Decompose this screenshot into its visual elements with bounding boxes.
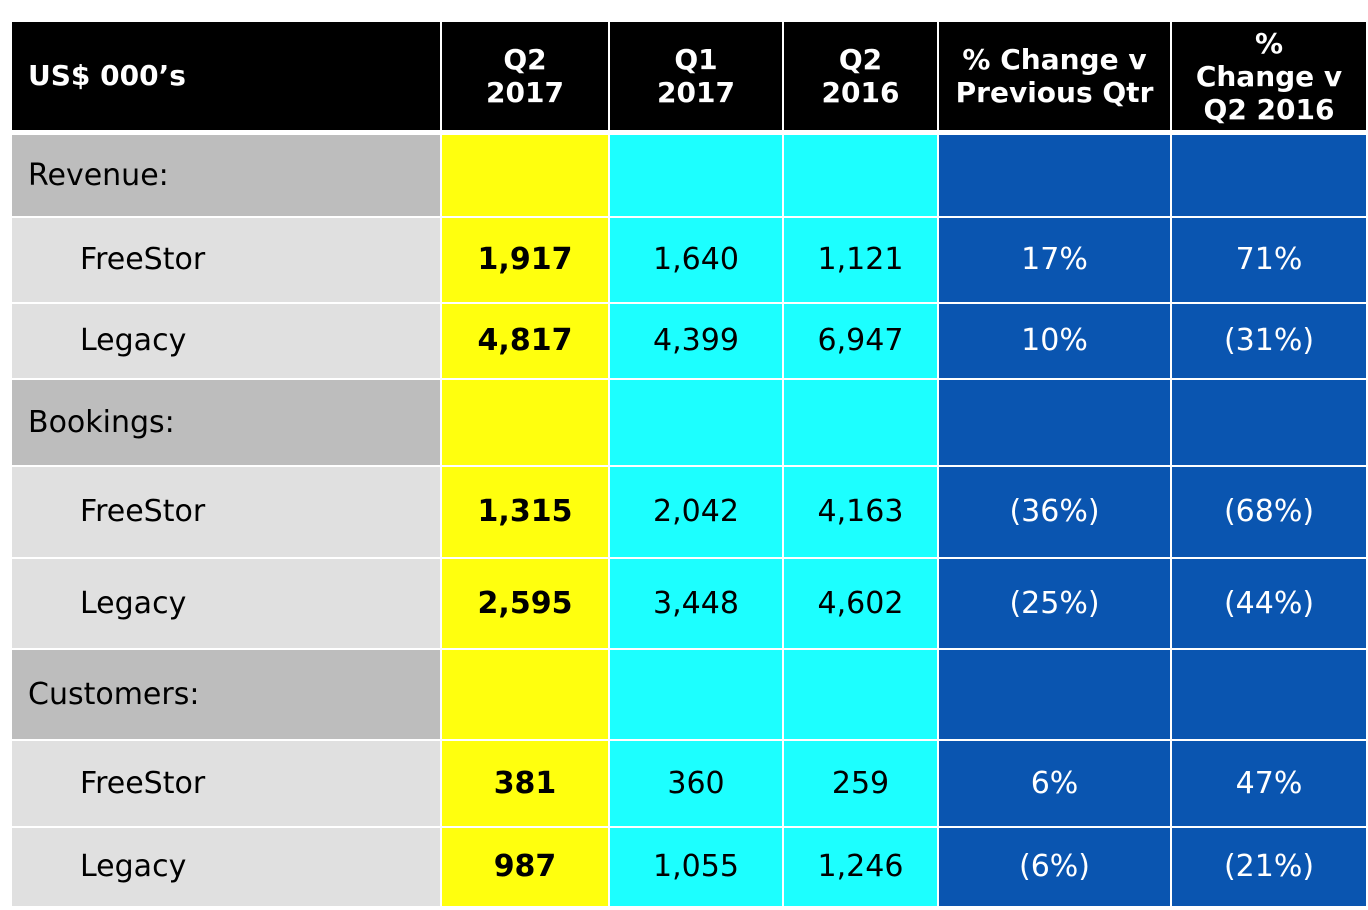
header-q2-2017-line-2: 2017 xyxy=(486,76,564,109)
cell-q1-2017: 2,042 xyxy=(610,467,784,559)
table-row: Legacy 4,817 4,399 6,947 10% (31%) xyxy=(12,304,1368,380)
cell-pct-q2-2016: (44%) xyxy=(1172,559,1368,650)
cell-pct-q2-2016 xyxy=(1172,135,1368,218)
cell-pct-prev-qtr xyxy=(939,135,1172,218)
header-q2-2017-line-1: Q2 xyxy=(503,43,547,76)
section-label: Revenue: xyxy=(12,135,442,218)
section-row-bookings: Bookings: xyxy=(12,380,1368,467)
table-row: FreeStor 381 360 259 6% 47% xyxy=(12,741,1368,828)
table-row: FreeStor 1,315 2,042 4,163 (36%) (68%) xyxy=(12,467,1368,559)
cell-pct-prev-qtr: 6% xyxy=(939,741,1172,828)
cell-pct-q2-2016: (68%) xyxy=(1172,467,1368,559)
cell-q2-2017 xyxy=(442,380,610,467)
row-label: Legacy xyxy=(12,559,442,650)
cell-pct-prev-qtr: (36%) xyxy=(939,467,1172,559)
header-pct-change-prev-qtr: % Change v Previous Qtr xyxy=(939,22,1172,135)
cell-q1-2017 xyxy=(610,650,784,741)
cell-q2-2017 xyxy=(442,650,610,741)
row-label: Legacy xyxy=(12,828,442,908)
cell-q2-2017: 1,917 xyxy=(442,218,610,304)
cell-pct-prev-qtr xyxy=(939,380,1172,467)
header-q1-2017: Q1 2017 xyxy=(610,22,784,135)
cell-q2-2017: 4,817 xyxy=(442,304,610,380)
cell-pct-q2-2016 xyxy=(1172,380,1368,467)
table-row: Legacy 987 1,055 1,246 (6%) (21%) xyxy=(12,828,1368,908)
cell-q1-2017: 1,640 xyxy=(610,218,784,304)
cell-q1-2017: 4,399 xyxy=(610,304,784,380)
table-row: FreeStor 1,917 1,640 1,121 17% 71% xyxy=(12,218,1368,304)
row-label: FreeStor xyxy=(12,218,442,304)
cell-pct-prev-qtr: (6%) xyxy=(939,828,1172,908)
cell-q2-2017: 2,595 xyxy=(442,559,610,650)
cell-pct-prev-qtr xyxy=(939,650,1172,741)
cell-q2-2017: 987 xyxy=(442,828,610,908)
cell-q2-2016: 4,602 xyxy=(784,559,939,650)
cell-pct-q2-2016: (21%) xyxy=(1172,828,1368,908)
cell-q2-2017 xyxy=(442,135,610,218)
header-pct-prev-line-1: % Change v xyxy=(962,43,1147,76)
cell-q2-2016: 4,163 xyxy=(784,467,939,559)
cell-q1-2017 xyxy=(610,135,784,218)
section-row-revenue: Revenue: xyxy=(12,135,1368,218)
header-pct-q2-line-2: Change v xyxy=(1195,59,1343,93)
cell-q2-2017: 1,315 xyxy=(442,467,610,559)
cell-pct-q2-2016 xyxy=(1172,650,1368,741)
cell-pct-q2-2016: 47% xyxy=(1172,741,1368,828)
header-q1-2017-line-1: Q1 xyxy=(674,43,718,76)
header-q2-2016-line-2: 2016 xyxy=(821,76,900,109)
header-q2-2017: Q2 2017 xyxy=(442,22,610,135)
header-q2-2016-line-1: Q2 xyxy=(838,43,883,76)
row-label: FreeStor xyxy=(12,467,442,559)
cell-q2-2016: 259 xyxy=(784,741,939,828)
header-pct-change-q2-2016: % Change v Q2 2016 xyxy=(1172,22,1368,135)
cell-q1-2017: 3,448 xyxy=(610,559,784,650)
cell-pct-q2-2016: 71% xyxy=(1172,218,1368,304)
financial-summary-table: US$ 000’s Q2 2017 Q1 2017 Q2 2016 % Chan… xyxy=(12,22,1368,908)
cell-q2-2016: 1,121 xyxy=(784,218,939,304)
header-units: US$ 000’s xyxy=(12,22,442,135)
row-label: FreeStor xyxy=(12,741,442,828)
cell-q2-2016: 1,246 xyxy=(784,828,939,908)
row-label: Legacy xyxy=(12,304,442,380)
section-label: Bookings: xyxy=(12,380,442,467)
cell-q2-2017: 381 xyxy=(442,741,610,828)
cell-pct-prev-qtr: (25%) xyxy=(939,559,1172,650)
section-label: Customers: xyxy=(12,650,442,741)
cell-pct-prev-qtr: 10% xyxy=(939,304,1172,380)
header-pct-q2-line-1: % xyxy=(1254,26,1284,60)
cell-q2-2016 xyxy=(784,135,939,218)
header-units-text: US$ 000’s xyxy=(28,59,186,92)
cell-pct-q2-2016: (31%) xyxy=(1172,304,1368,380)
cell-pct-prev-qtr: 17% xyxy=(939,218,1172,304)
cell-q1-2017: 360 xyxy=(610,741,784,828)
header-row: US$ 000’s Q2 2017 Q1 2017 Q2 2016 % Chan… xyxy=(12,22,1368,135)
header-q1-2017-line-2: 2017 xyxy=(657,76,735,109)
header-q2-2016: Q2 2016 xyxy=(784,22,939,135)
cell-q2-2016: 6,947 xyxy=(784,304,939,380)
section-row-customers: Customers: xyxy=(12,650,1368,741)
cell-q2-2016 xyxy=(784,650,939,741)
cell-q1-2017 xyxy=(610,380,784,467)
cell-q1-2017: 1,055 xyxy=(610,828,784,908)
header-pct-prev-line-2: Previous Qtr xyxy=(955,76,1154,109)
table-row: Legacy 2,595 3,448 4,602 (25%) (44%) xyxy=(12,559,1368,650)
header-pct-q2-line-3: Q2 2016 xyxy=(1203,92,1335,126)
cell-q2-2016 xyxy=(784,380,939,467)
